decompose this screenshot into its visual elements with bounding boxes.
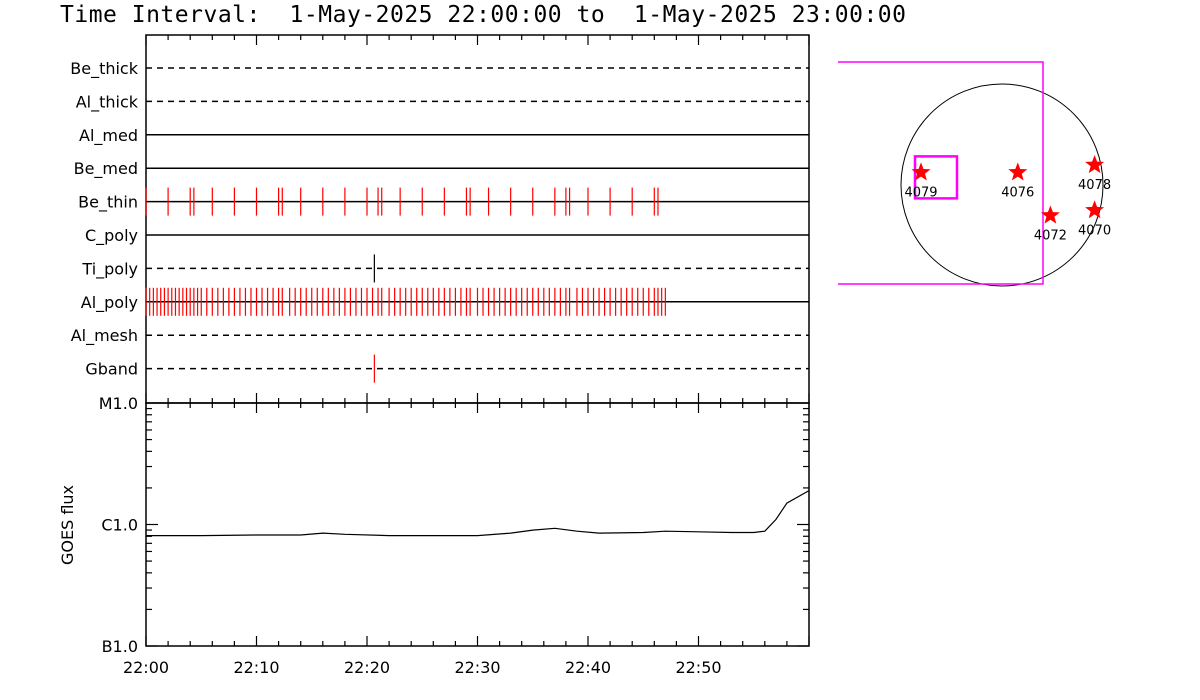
sun-map-panel: 4079 4076 4078 4072 4070 xyxy=(838,61,1111,287)
fov-outline xyxy=(838,61,1044,285)
goes-flux-line xyxy=(146,490,810,537)
row-label-gband: Gband xyxy=(85,360,138,379)
goes-frame xyxy=(145,402,810,647)
goes-xtick-label: 22:40 xyxy=(565,658,611,677)
goes-xtick-label: 22:50 xyxy=(675,658,721,677)
goes-panel: M1.0 C1.0 B1.0 GOES flux 22:00 22:10 22:20 22:3… xyxy=(58,394,810,677)
goes-xtick-label: 22:20 xyxy=(344,658,390,677)
goes-ylabel: GOES flux xyxy=(58,485,77,565)
active-region-label: 4078 xyxy=(1078,178,1111,193)
active-region-star xyxy=(1040,205,1060,224)
row-label-be_thin: Be_thin xyxy=(78,193,138,213)
goes-ytick-label: M1.0 xyxy=(99,394,138,413)
active-region-label: 4072 xyxy=(1034,229,1067,244)
goes-ytick-label: B1.0 xyxy=(102,637,138,656)
active-region-star xyxy=(1085,200,1105,219)
timeline-panel: Be_thick Al_thick Al_med Be_med Be_thin C_pol… xyxy=(70,34,810,404)
row-label-be_thick: Be_thick xyxy=(70,59,138,79)
row-label-c_poly: C_poly xyxy=(85,226,138,246)
active-region-label: 4070 xyxy=(1078,223,1111,238)
timeline-frame xyxy=(145,34,810,404)
active-region-label: 4079 xyxy=(904,185,937,200)
row-label-ti_poly: Ti_poly xyxy=(81,259,138,279)
fov-box xyxy=(913,155,959,200)
page-title: Time Interval: 1-May-2025 22:00:00 to 1-… xyxy=(60,2,907,28)
active-region-star xyxy=(1085,155,1105,174)
row-label-al_poly: Al_poly xyxy=(81,293,138,313)
solar-disk xyxy=(900,83,1104,287)
goes-xtick-label: 22:30 xyxy=(454,658,500,677)
row-label-al_mesh: Al_mesh xyxy=(71,326,138,346)
active-region-star xyxy=(1008,162,1028,181)
row-label-al_thick: Al_thick xyxy=(76,92,139,112)
row-label-al_med: Al_med xyxy=(79,126,138,146)
active-region-label: 4076 xyxy=(1001,185,1034,200)
row-label-be_med: Be_med xyxy=(74,159,138,179)
goes-ytick-label: C1.0 xyxy=(101,516,138,535)
goes-xtick-label: 22:10 xyxy=(233,658,279,677)
goes-xtick-label: 22:00 xyxy=(123,658,169,677)
active-region-star xyxy=(911,162,931,181)
